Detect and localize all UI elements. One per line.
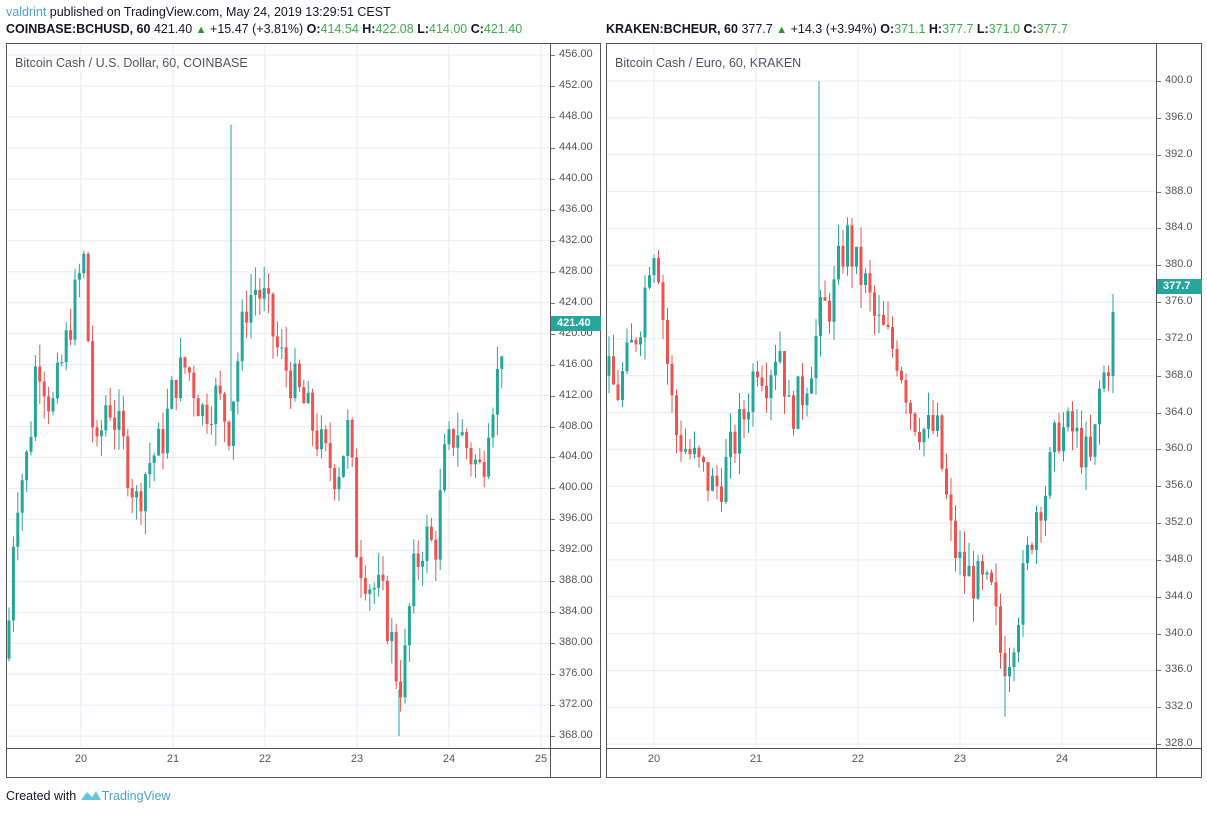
time-tick: 24 — [442, 753, 456, 765]
close-value: 421.40 — [483, 22, 523, 36]
plot-area[interactable]: Bitcoin Cash / Euro, 60, KRAKEN — [607, 44, 1156, 748]
open-value: 371.1 — [894, 22, 926, 36]
tradingview-link[interactable]: TradingView — [101, 789, 171, 803]
low-label: L: — [417, 22, 429, 36]
symbol-label: KRAKEN:BCHEUR, 60 — [606, 22, 738, 36]
open-value: 414.54 — [320, 22, 359, 36]
price-axis[interactable]: 400.0 396.0 392.0 388.0 384.0 380.0 376.0 372.0… — [1156, 44, 1202, 749]
axis-corner — [550, 748, 601, 778]
tradingview-logo-icon — [80, 791, 101, 800]
publisher-username[interactable]: valdrint — [6, 5, 47, 19]
open-label: O: — [306, 22, 321, 36]
up-arrow-icon: ▲ — [776, 24, 788, 36]
time-tick: 23 — [953, 753, 967, 765]
close-value: 377.7 — [1036, 22, 1068, 36]
high-value: 422.08 — [375, 22, 414, 36]
last-price-tag: 377.7 — [1157, 279, 1202, 295]
legend-bcheur: KRAKEN:BCHEUR, 60 377.7 ▲ +14.3 (+3.94%)… — [606, 22, 1068, 36]
time-axis[interactable]: 20 21 22 23 24 25 — [7, 748, 550, 778]
last-price: 421.40 — [153, 22, 193, 36]
up-arrow-icon: ▲ — [195, 24, 207, 36]
published-text: published on TradingView.com, May 24, 20… — [46, 5, 391, 19]
close-label: C: — [1023, 22, 1037, 36]
open-label: O: — [880, 22, 895, 36]
chart-title: Bitcoin Cash / Euro, 60, KRAKEN — [615, 56, 802, 70]
high-label: H: — [928, 22, 943, 36]
high-value: 377.7 — [942, 22, 974, 36]
chart-panel-bcheur[interactable]: Bitcoin Cash / Euro, 60, KRAKEN 400.0 396… — [606, 43, 1202, 778]
footer: Created with TradingView — [6, 788, 170, 803]
time-tick: 21 — [166, 753, 180, 765]
chart-panel-bchusd[interactable]: Bitcoin Cash / U.S. Dollar, 60, COINBASE… — [6, 43, 601, 778]
time-axis[interactable]: 20 21 22 23 24 — [607, 748, 1156, 778]
chart-title: Bitcoin Cash / U.S. Dollar, 60, COINBASE — [15, 56, 248, 70]
created-with-label: Created with — [6, 789, 77, 803]
time-tick: 20 — [647, 753, 661, 765]
low-value: 371.0 — [988, 22, 1020, 36]
close-label: C: — [470, 22, 484, 36]
low-value: 414.00 — [429, 22, 468, 36]
plot-area[interactable]: Bitcoin Cash / U.S. Dollar, 60, COINBASE — [7, 44, 550, 748]
time-tick: 21 — [749, 753, 763, 765]
time-tick: 22 — [851, 753, 865, 765]
symbol-label: COINBASE:BCHUSD, 60 — [6, 22, 151, 36]
low-label: L: — [976, 22, 989, 36]
price-axis[interactable]: 456.00 452.00 448.00 444.00 440.00 436.00 432.… — [550, 44, 601, 748]
publisher-line: valdrint published on TradingView.com, M… — [6, 5, 391, 19]
high-label: H: — [362, 22, 376, 36]
change-value: +14.3 (+3.94%) — [790, 22, 877, 36]
time-tick: 24 — [1055, 753, 1069, 765]
change-value: +15.47 (+3.81%) — [210, 22, 304, 36]
time-tick: 20 — [74, 753, 88, 765]
time-tick: 23 — [350, 753, 364, 765]
axis-corner — [1156, 748, 1202, 778]
legend-bchusd: COINBASE:BCHUSD, 60 421.40 ▲ +15.47 (+3.… — [6, 22, 522, 36]
last-price: 377.7 — [741, 22, 773, 36]
last-price-tag: 421.40 — [551, 315, 601, 331]
time-tick: 22 — [258, 753, 272, 765]
time-tick: 25 — [534, 753, 548, 765]
